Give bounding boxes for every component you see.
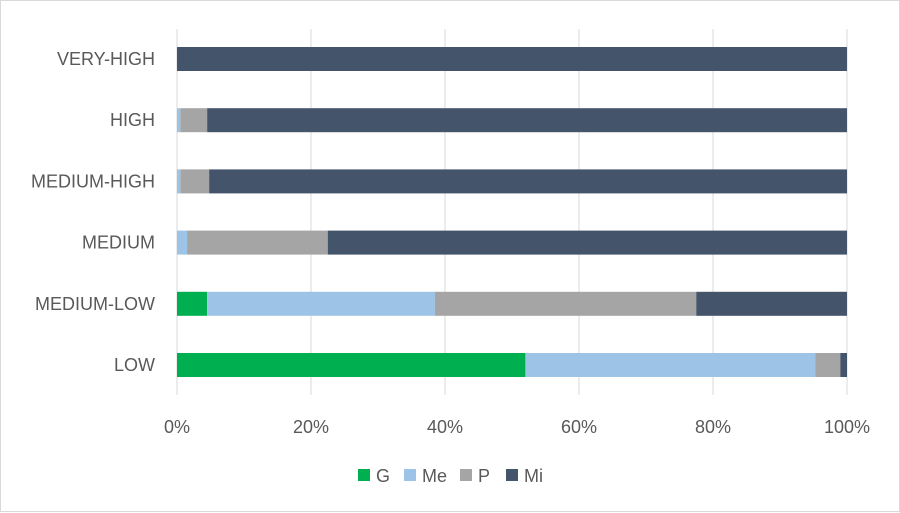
x-tick-label: 80% <box>695 417 731 437</box>
bar-segment-me-medium-low <box>207 291 435 316</box>
legend-label: G <box>376 466 390 486</box>
bar-segment-p-low <box>815 353 841 377</box>
legend-swatch-p <box>460 469 472 481</box>
category-labels: VERY-HIGH HIGH MEDIUM-HIGH MEDIUM MEDIUM-LOW… <box>31 49 155 375</box>
category-label: MEDIUM-LOW <box>35 294 155 314</box>
legend: G Me P Mi <box>358 466 543 486</box>
bar-segment-mi-medium <box>327 230 847 255</box>
x-tick-label: 100% <box>824 417 870 437</box>
category-label: LOW <box>114 355 155 375</box>
bar-segment-mi-medium-high <box>209 169 847 194</box>
bar-segment-me-high <box>177 108 181 133</box>
category-label: HIGH <box>110 110 155 130</box>
bar-segment-mi-very-high <box>177 47 847 71</box>
bar-segment-p-medium-low <box>434 291 697 316</box>
x-tick-labels: 0% 20% 40% 60% 80% 100% <box>164 417 870 437</box>
category-label: VERY-HIGH <box>57 49 155 69</box>
legend-label: Mi <box>524 466 543 486</box>
bar-segment-p-high <box>180 108 208 133</box>
category-label: MEDIUM <box>82 233 155 253</box>
bar-segment-me-medium-high <box>177 169 181 194</box>
x-tick-label: 20% <box>293 417 329 437</box>
bar-segment-p-medium <box>187 230 328 255</box>
legend-label: Me <box>422 466 447 486</box>
legend-swatch-mi <box>506 469 518 481</box>
bars <box>177 47 847 377</box>
bar-segment-p-medium-high <box>180 169 210 194</box>
bar-segment-mi-medium-low <box>696 291 847 316</box>
bar-segment-mi-high <box>207 108 847 133</box>
x-tick-label: 40% <box>427 417 463 437</box>
gridlines <box>176 29 848 395</box>
bar-segment-g-medium-low <box>177 291 208 316</box>
legend-swatch-me <box>404 469 416 481</box>
bar-segment-me-medium <box>177 230 188 255</box>
bar-segment-g-low <box>177 353 526 377</box>
legend-label: P <box>478 466 490 486</box>
legend-swatch-g <box>358 469 370 481</box>
x-tick-label: 60% <box>561 417 597 437</box>
bar-segment-mi-low <box>840 353 847 377</box>
category-label: MEDIUM-HIGH <box>31 171 155 191</box>
bar-segment-me-low <box>525 353 816 377</box>
x-tick-label: 0% <box>164 417 190 437</box>
